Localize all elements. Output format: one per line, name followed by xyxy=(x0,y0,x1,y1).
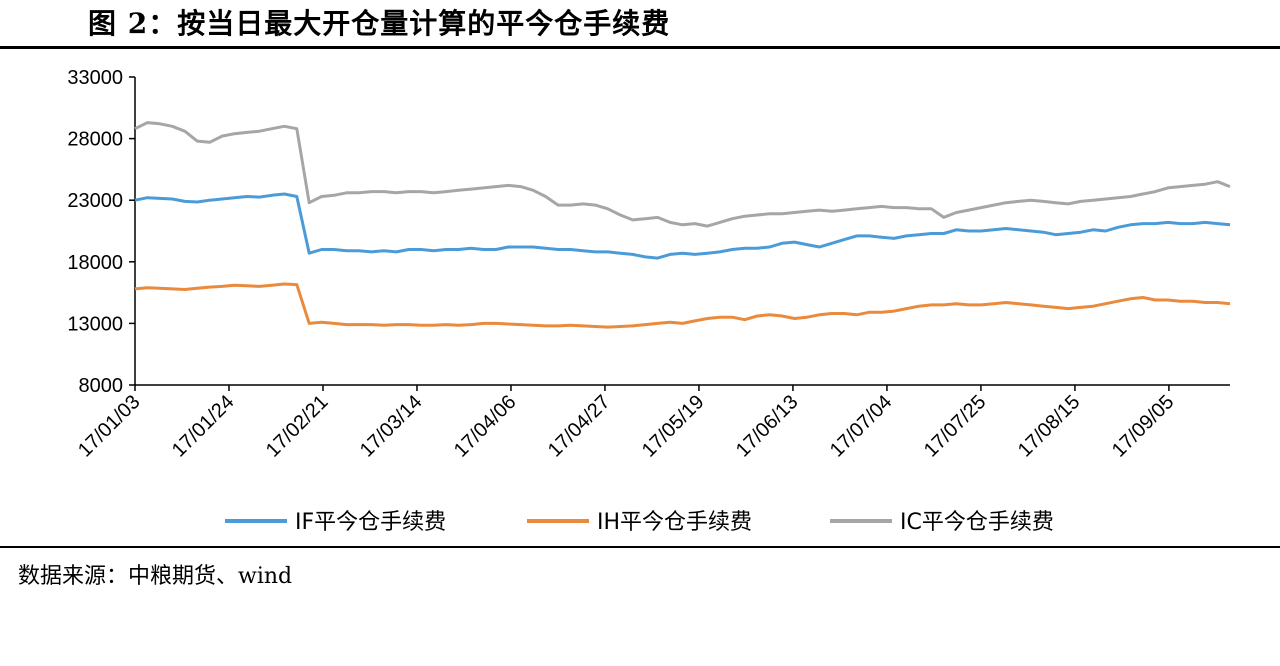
x-axis: 17/01/03 17/01/24 17/02/21 17/03/14 17/04/06… xyxy=(74,384,1230,462)
y-tick-label: 8000 xyxy=(79,375,124,397)
series-line-ih xyxy=(134,282,1231,329)
legend-label-if: IF平今仓手续费 xyxy=(295,510,446,535)
x-tick-label: 17/02/21 xyxy=(262,391,333,462)
legend: IF平今仓手续费 IH平今仓手续费 IC平今仓手续费 xyxy=(225,510,1054,535)
y-tick-label: 23000 xyxy=(67,190,123,212)
bottom-rule xyxy=(0,546,1280,548)
y-tick-label: 13000 xyxy=(67,313,123,335)
y-tick-label: 18000 xyxy=(67,252,123,274)
figure-title: 图 2：按当日最大开仓量计算的平今仓手续费 xyxy=(88,7,671,40)
legend-label-ic: IC平今仓手续费 xyxy=(900,510,1054,535)
x-tick-label: 17/07/04 xyxy=(826,391,897,462)
x-tick-label: 17/05/19 xyxy=(638,391,709,462)
x-tick-label: 17/06/13 xyxy=(732,391,803,462)
x-tick-label: 17/08/15 xyxy=(1014,391,1085,462)
legend-label-ih: IH平今仓手续费 xyxy=(597,510,752,535)
x-tick-label: 17/04/27 xyxy=(544,391,615,462)
series-line-if xyxy=(134,192,1231,260)
x-tick-label: 17/04/06 xyxy=(450,391,521,462)
x-tick-label: 17/01/03 xyxy=(74,391,145,462)
series-lines xyxy=(134,121,1231,329)
y-axis: 33000 28000 23000 18000 13000 8000 xyxy=(67,67,136,397)
series-line-ic xyxy=(134,121,1231,228)
y-tick-label: 28000 xyxy=(67,129,123,151)
x-tick-label: 17/03/14 xyxy=(356,391,427,462)
x-tick-label: 17/09/05 xyxy=(1108,391,1179,462)
x-tick-label: 17/07/25 xyxy=(920,391,991,462)
source-note: 数据来源：中粮期货、wind xyxy=(18,564,293,589)
top-rule xyxy=(0,46,1280,49)
y-tick-label: 33000 xyxy=(67,67,123,89)
x-tick-label: 17/01/24 xyxy=(168,391,239,462)
